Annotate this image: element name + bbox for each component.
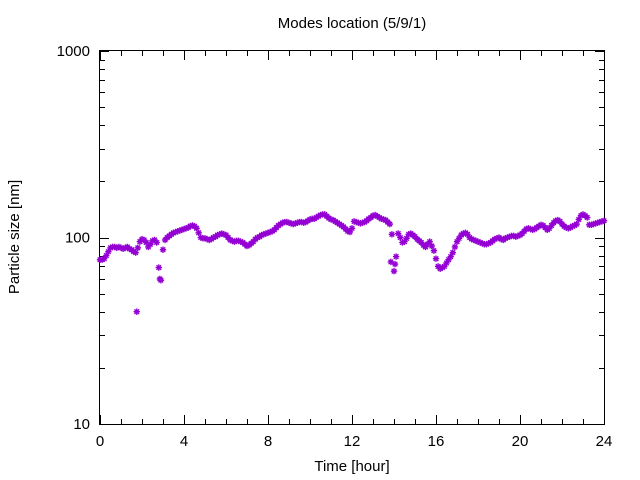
data-point [432, 255, 440, 262]
axis-tick-labels: 0 4 8 12 16 20 24 10 100 1000 [57, 43, 613, 450]
x-tick-label: 16 [428, 433, 445, 450]
x-tick-label: 12 [344, 433, 361, 450]
data-point [348, 225, 356, 232]
y-tick-label: 100 [65, 230, 90, 247]
y-tick-label: 1000 [57, 43, 90, 60]
data-point [449, 249, 456, 256]
data-point [157, 277, 165, 284]
data-point [155, 264, 162, 271]
data-point [159, 246, 167, 253]
data-point [584, 214, 591, 221]
data-point [388, 231, 396, 238]
x-tick-label: 20 [512, 433, 529, 450]
data-point [390, 267, 398, 275]
data-point [105, 248, 112, 255]
data-point [430, 247, 438, 254]
data-point [386, 220, 393, 228]
data-point [133, 308, 140, 315]
x-tick-label: 8 [264, 433, 272, 450]
data-point [134, 244, 141, 252]
x-axis-label: Time [hour] [314, 458, 389, 475]
x-tick-label: 4 [180, 433, 188, 450]
x-tick-label: 24 [596, 433, 613, 450]
data-point [600, 217, 608, 224]
data-point [132, 249, 139, 256]
data-point [451, 243, 459, 251]
data-point [397, 234, 404, 241]
data-points [96, 211, 608, 315]
data-point [391, 260, 399, 268]
plot-frame [99, 50, 605, 425]
data-point [153, 239, 160, 246]
data-point [392, 253, 400, 260]
chart-title: Modes location (5/9/1) [278, 15, 426, 32]
y-axis-label: Particle size [nm] [6, 180, 23, 294]
y-tick-label: 10 [73, 416, 90, 433]
axis-ticks [100, 51, 605, 425]
x-tick-label: 0 [96, 433, 104, 450]
